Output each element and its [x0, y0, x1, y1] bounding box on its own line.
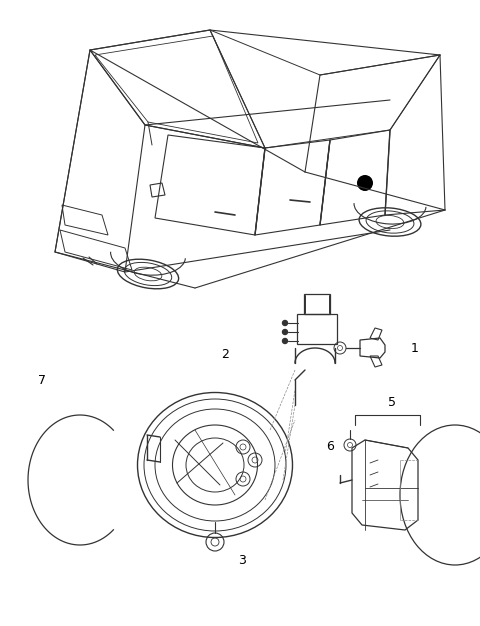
Circle shape: [283, 339, 288, 344]
Circle shape: [283, 329, 288, 334]
Circle shape: [283, 321, 288, 326]
Text: 2: 2: [221, 349, 229, 361]
Text: 6: 6: [326, 441, 334, 453]
Text: 5: 5: [388, 396, 396, 409]
Text: 7: 7: [38, 374, 46, 386]
Circle shape: [357, 175, 373, 191]
Text: 3: 3: [238, 553, 246, 567]
Text: 1: 1: [411, 342, 419, 354]
